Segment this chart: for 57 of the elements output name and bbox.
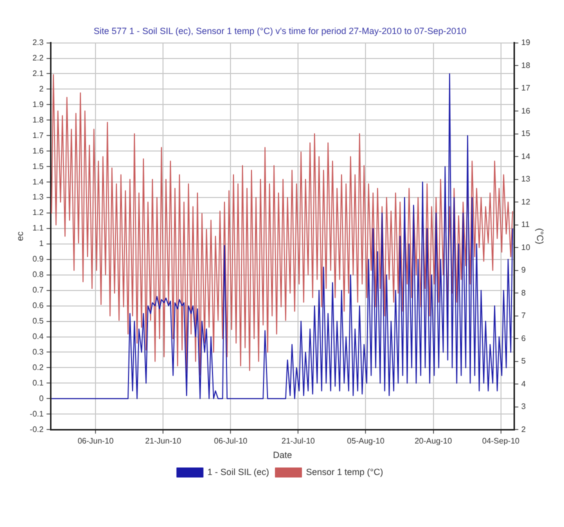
y-tick-label: 2.3 [32,38,44,48]
y-tick-label: -0.2 [30,424,44,434]
x-tick-label: 06-Jul-10 [214,436,248,446]
legend-label: Sensor 1 temp (°C) [306,466,384,477]
legend-label: 1 - Soil SIL (ec) [207,466,270,477]
y-tick-label: 0.7 [32,286,44,295]
y2-tick-label: 18 [521,60,531,70]
y-tick-label: 0 [39,394,44,403]
y-tick-label: 0.9 [32,254,44,264]
y-tick-label: 1 [39,239,44,248]
y2-tick-label: 2 [521,424,526,434]
x-tick-label: 05-Aug-10 [347,436,385,446]
y-tick-label: 0.6 [32,301,44,310]
y-axis-title: ec [14,230,25,241]
y2-tick-label: 7 [521,311,526,320]
y2-tick-label: 10 [521,242,531,252]
x-axis-title: Date [272,450,292,460]
y-tick-label: 1.7 [32,130,44,140]
x-tick-label: 21-Jul-10 [282,436,316,446]
y2-tick-label: 14 [521,152,531,161]
y2-tick-label: 16 [521,106,531,116]
y-tick-label: 1.6 [32,146,44,156]
y-tick-label: 1.2 [32,208,44,218]
y2-tick-label: 5 [521,356,526,366]
y2-axis-title: (°C) [535,228,546,244]
y-tick-label: 1.1 [32,224,44,233]
y-tick-label: 0.2 [32,362,44,372]
y-tick-label: 1.8 [32,115,44,124]
x-tick-label: 06-Jun-10 [78,436,114,446]
y-tick-label: 1.9 [32,100,44,109]
y2-tick-label: 11 [521,220,530,230]
y2-tick-label: 19 [521,38,531,48]
y-tick-label: 0.3 [32,347,44,356]
chart-title: Site 577 1 - Soil SIL (ec), Sensor 1 temp (°C) v's time for period 27-May-2010 to 07-Sep-2010 [94,26,466,36]
y-tick-label: 1.4 [32,177,44,186]
y2-tick-label: 3 [521,402,526,412]
y-tick-label: 2.2 [32,53,44,62]
y2-tick-label: 8 [521,288,526,298]
y-tick-label: 1.5 [32,162,44,171]
y2-tick-label: 17 [521,84,531,93]
y-tick-label: 1.3 [32,192,44,202]
y-tick-label: 0.8 [32,270,44,280]
y2-tick-label: 9 [521,266,526,275]
y-tick-label: 0.5 [32,316,44,326]
y2-tick-label: 6 [521,334,526,343]
y-tick-label: 2.1 [32,68,44,78]
x-tick-label: 04-Sep-10 [482,436,520,446]
y-tick-label: 0.4 [32,332,44,341]
x-tick-label: 20-Aug-10 [414,436,452,446]
y-tick-label: -0.1 [30,409,44,418]
y2-tick-label: 4 [521,379,526,388]
y2-tick-label: 13 [521,174,531,184]
y-tick-label: 0.1 [32,378,44,388]
x-tick-label: 21-Jun-10 [145,436,182,446]
y2-tick-label: 15 [521,129,531,138]
y-tick-label: 2 [39,84,44,94]
y2-tick-label: 12 [521,197,531,206]
